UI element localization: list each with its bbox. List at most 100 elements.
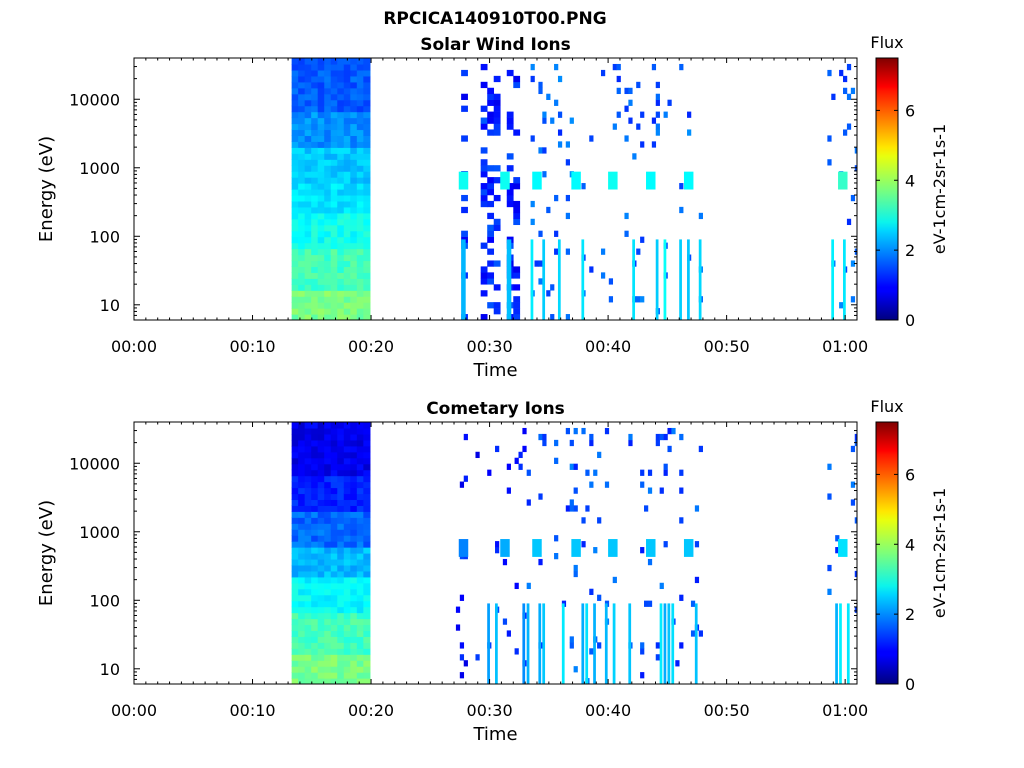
flux-cell [835,535,840,542]
flux-cell [350,594,358,602]
flux-cell [330,445,338,453]
flux-cell [350,296,358,303]
flux-cell [827,159,832,166]
flux-cell [356,648,364,655]
flux-cell [324,75,332,83]
flux-cell [343,505,351,512]
flux-cell [350,183,358,190]
flux-cell [317,206,325,214]
flux-cell [337,570,345,578]
flux-cell [363,260,371,268]
flux-cell [343,159,351,166]
flux-streak [604,603,608,684]
flux-cell [463,475,468,482]
flux-cell [363,427,371,435]
flux-cell [487,212,495,220]
flux-cell [480,266,488,273]
flux-cell [585,469,590,476]
flux-cell [337,606,345,614]
flux-cell [337,63,345,71]
flux-cell [291,654,299,661]
flux-cell [317,58,325,65]
figure-title: RPCICA140910T00.PNG [383,9,606,29]
flux-cell [569,499,574,506]
flux-cell [343,290,351,297]
flux-cell [330,612,338,620]
flux-cell [343,314,351,320]
flux-cell [461,230,468,237]
flux-cell [317,87,325,95]
flux-cell [337,582,345,590]
flux-cell [317,475,325,483]
flux-cell [311,63,319,71]
panel-title: Cometary Ions [426,399,565,419]
flux-cell [343,553,351,560]
flux-cell [330,302,338,309]
flux-cell [475,654,480,661]
flux-cell [337,296,345,303]
flux-cell [330,547,338,554]
flux-cell [311,612,319,620]
flux-cell [612,63,617,71]
flux-cell [317,212,325,220]
flux-cell [304,469,312,477]
flux-cell [311,678,319,684]
flux-cell [304,194,312,202]
flux-cell [337,648,345,655]
flux-cell [493,105,501,112]
flux-cell [350,236,358,244]
flux-cell [343,111,351,119]
flux-cell [330,433,338,441]
flux-cell [298,588,306,596]
flux-cell [363,606,371,614]
flux-cell [324,177,332,184]
flux-cell [337,666,345,673]
flux-cell [291,266,299,273]
flux-cell [356,123,364,131]
flux-cell [311,553,319,560]
flux-cell [343,218,351,226]
flux-cell [337,517,345,524]
flux-cell [624,212,629,220]
flux-cell [694,541,700,548]
flux-streak [671,603,675,684]
flux-cell [324,147,332,154]
flux-cell [291,153,299,160]
flux-cell [324,135,332,142]
flux-cell [640,481,645,488]
flux-cell [311,194,319,202]
flux-cell [554,194,559,202]
flux-cell [337,594,345,602]
x-tick-label: 00:10 [229,337,275,356]
flux-streak [487,603,490,684]
flux-cell [330,451,338,459]
flux-cell [363,493,371,501]
flux-cell [304,123,312,131]
flux-cell [298,594,306,602]
flux-cell [604,427,610,435]
flux-cell [304,624,312,632]
flux-cell [616,111,621,118]
flux-cell [363,576,371,584]
flux-cell [356,588,364,596]
flux-cell [298,105,306,113]
flux-cell [655,93,660,100]
flux-cell [350,165,358,172]
flux-cell [530,75,535,83]
flux-cell [506,117,514,124]
flux-cell [356,642,364,649]
flux-cell [330,487,338,495]
flux-cell [317,278,325,285]
flux-cell [356,624,364,632]
flux-cell [311,618,319,626]
flux-streak [581,603,585,684]
flux-cell [363,153,371,160]
x-tick-label: 00:00 [111,337,157,356]
flux-cell [291,242,299,250]
flux-cell [493,284,501,291]
flux-cell [581,541,586,548]
flux-cell [291,505,299,512]
flux-cell [324,535,332,542]
flux-streak [593,603,596,684]
flux-cell [461,206,468,214]
